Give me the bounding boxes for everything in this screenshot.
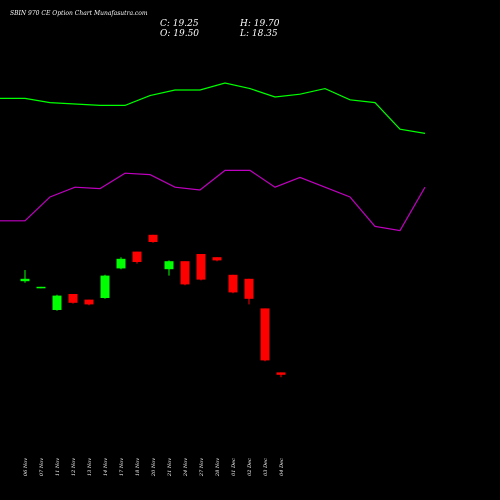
lower-indicator-line xyxy=(0,169,426,232)
upper-indicator-line xyxy=(0,82,426,134)
candle-body xyxy=(20,278,30,282)
close-value: C: 19.25 xyxy=(160,19,199,29)
candle-body xyxy=(260,308,270,361)
x-tick-label: 20 Nov xyxy=(151,458,157,477)
candle-body xyxy=(100,275,110,298)
high-value: H: 19.70 xyxy=(240,19,280,29)
candle-body xyxy=(84,299,94,305)
candle-body xyxy=(180,261,190,285)
candle-body xyxy=(228,274,238,293)
candle-body xyxy=(164,261,174,270)
x-tick-label: 12 Nov xyxy=(71,458,77,476)
x-tick-label: 28 Nov xyxy=(215,458,221,477)
candle-body xyxy=(244,278,254,299)
x-tick-label: 14 Nov xyxy=(103,458,109,476)
candle-body xyxy=(276,372,286,375)
indicator-lines xyxy=(0,82,426,232)
candle-body xyxy=(68,294,78,303)
x-tick-label: 24 Nov xyxy=(183,458,189,477)
x-tick-label: 18 Nov xyxy=(135,458,141,476)
x-tick-label: 07 Nov xyxy=(39,458,45,476)
x-tick-label: 11 Nov xyxy=(55,458,61,476)
x-tick-label: 03 Dec xyxy=(263,458,269,476)
chart-title: SBIN 970 CE Option Chart Munafasutra.com xyxy=(10,10,148,17)
candle-body xyxy=(196,254,206,280)
x-tick-label: 27 Nov xyxy=(199,458,205,477)
candle-body xyxy=(116,258,126,269)
x-tick-label: 01 Dec xyxy=(231,458,237,476)
x-axis-labels: 06 Nov 07 Nov 11 Nov 12 Nov 13 Nov 14 Nov 17 N… xyxy=(23,458,285,477)
x-tick-label: 02 Dec xyxy=(247,458,253,476)
candle-body xyxy=(52,295,62,310)
x-tick-label: 06 Nov xyxy=(23,458,29,476)
x-tick-label: 13 Nov xyxy=(87,458,93,476)
x-tick-label: 04 Dec xyxy=(279,458,285,476)
x-tick-label: 17 Nov xyxy=(119,458,125,476)
candle-body xyxy=(132,251,142,262)
low-value: L: 18.35 xyxy=(240,29,278,39)
candle-body xyxy=(36,286,46,289)
candle-body xyxy=(212,257,222,261)
x-tick-label: 21 Nov xyxy=(167,458,173,477)
open-value: O: 19.50 xyxy=(160,29,200,39)
candles xyxy=(20,234,286,378)
candle-body xyxy=(148,234,158,242)
